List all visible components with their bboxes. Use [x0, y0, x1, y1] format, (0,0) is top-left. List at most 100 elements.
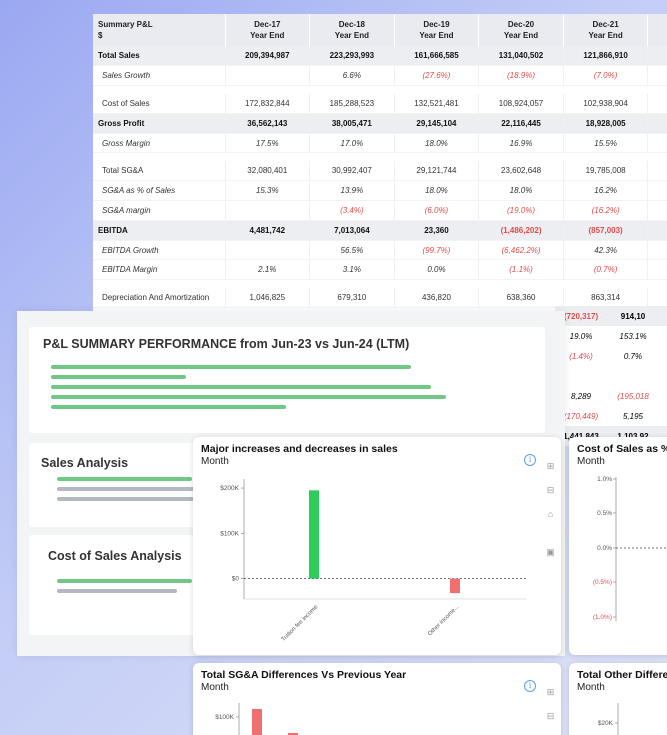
- chart-subtitle: Month: [577, 682, 605, 693]
- table-cell: (195,018: [617, 391, 649, 401]
- table-cell: 22,116,445: [478, 113, 564, 134]
- sga-differences-chart-card: Total SG&A Differences Vs Previous Year …: [193, 663, 561, 735]
- info-icon[interactable]: i: [524, 680, 536, 692]
- table-row: Depreciation And Amortization 1,046,825 67…: [93, 287, 667, 309]
- home-reset-icon[interactable]: ⌂: [547, 509, 554, 519]
- table-cell: (27.6%): [394, 65, 480, 87]
- table-cell: 16.3%: [647, 180, 667, 202]
- table-cell: 3.1%: [309, 259, 395, 281]
- table-cell: 927,065: [647, 287, 667, 309]
- chart-title: Cost of Sales as %: [577, 443, 667, 455]
- table-cell: 138,102,5: [647, 46, 667, 67]
- table-cell: 161,666,585: [394, 46, 480, 67]
- sales-change-chart-card: Major increases and decreases in sales M…: [193, 437, 561, 655]
- table-cell: 16.2%: [563, 180, 649, 202]
- table-cell: 5,195: [622, 411, 644, 421]
- row-label: EBITDA: [93, 220, 226, 241]
- table-cell: [225, 240, 311, 261]
- camera-icon[interactable]: ▣: [546, 547, 555, 557]
- table-cell: 113,767,5: [647, 93, 667, 114]
- table-row: Total Sales 209,394,987 223,293,993 161,666…: [93, 46, 667, 67]
- row-label: Total Sales: [93, 46, 226, 67]
- bar[interactable]: [450, 578, 460, 594]
- pl-summary-sheet: Summary P&L $ Dec-17 Year End Dec-18 Year E…: [93, 14, 667, 434]
- zoom-in-icon[interactable]: ⊞: [546, 687, 555, 697]
- table-cell: 18.0%: [394, 133, 480, 154]
- table-cell: (18.9%): [478, 65, 564, 87]
- row-label: Cost of Sales: [93, 93, 226, 114]
- table-cell: 18,928,005: [563, 113, 649, 134]
- table-cell: 0.7%: [623, 351, 643, 361]
- cos-blurred-text: [57, 579, 197, 599]
- bar[interactable]: [309, 490, 319, 579]
- table-cell: (99.7%): [394, 240, 480, 261]
- table-cell: 679,310: [309, 287, 395, 309]
- table-cell: (16.2%): [563, 200, 649, 221]
- table-cell: 1.3%: [647, 259, 667, 281]
- sales-chart-plot: $200K $100K $0 Tuition fee income Other inco…: [220, 479, 527, 643]
- table-cell: 108,924,057: [478, 93, 564, 114]
- column-header: Dec-20 Year End: [478, 14, 564, 46]
- y-tick-label: $0: [232, 576, 240, 583]
- table-cell: 223,293,993: [309, 46, 395, 67]
- pl-summary-table: Summary P&L $ Dec-17 Year End Dec-18 Year E…: [93, 14, 667, 309]
- table-row: [93, 153, 667, 161]
- table-cell: 56.5%: [309, 240, 395, 261]
- overflow-row: (720,317) 914,10: [555, 306, 667, 326]
- table-cell: 15.3%: [225, 180, 311, 202]
- table-cell: 172,832,844: [225, 93, 311, 114]
- table-cell: (3.4%): [309, 200, 395, 221]
- table-cell: 29,145,104: [394, 113, 480, 134]
- chart-title: Total SG&A Differences Vs Previous Year: [201, 669, 407, 681]
- summary-blurred-text: [51, 365, 451, 415]
- table-cell: (19.0%): [478, 200, 564, 221]
- table-cell: 914,10: [620, 311, 646, 321]
- column-header: Dec-18 Year End: [309, 14, 395, 46]
- cost-of-sales-analysis-title: Cost of Sales Analysis: [48, 549, 182, 563]
- zoom-in-icon[interactable]: ⊞: [546, 461, 555, 471]
- y-tick-label: 1.0%: [597, 476, 612, 483]
- row-label: SG&A as % of Sales: [93, 180, 226, 202]
- other-chart-plot: $20K: [598, 703, 619, 735]
- table-cell: (1.1%): [478, 259, 564, 281]
- chart-subtitle: Month: [577, 456, 605, 467]
- table-cell: 29,121,744: [394, 160, 480, 182]
- table-row: EBITDA Growth 56.5% (99.7%) (6,462.2%) 42.3%…: [93, 240, 667, 261]
- table-cell: (1,486,202): [478, 220, 564, 241]
- table-cell: 131,040,502: [478, 46, 564, 67]
- table-cell: 209,394,987: [225, 46, 311, 67]
- table-cell: [225, 200, 311, 221]
- table-cell: 638,360: [478, 287, 564, 309]
- table-header-label: Summary P&L $: [93, 14, 226, 46]
- y-tick-label: $20K: [598, 720, 614, 727]
- table-cell: 102,938,904: [563, 93, 649, 114]
- table-cell: 23,602,648: [478, 160, 564, 182]
- row-label: EBITDA Growth: [93, 240, 226, 261]
- table-cell: 8,289: [570, 391, 592, 401]
- sga-chart-plot: $100K: [215, 703, 298, 735]
- table-cell: 15.5%: [563, 133, 649, 154]
- table-overflow-values: (720,317) 914,10 19.0% 153.1% (1.4%) 0.7% 8,28…: [555, 306, 667, 446]
- table-row: EBITDA 4,481,742 7,013,064 23,360 (1,486,202…: [93, 220, 667, 241]
- row-label: EBITDA Margin: [93, 259, 226, 281]
- zoom-out-icon[interactable]: ⊟: [546, 711, 555, 721]
- zoom-out-icon[interactable]: ⊟: [546, 485, 555, 495]
- table-cell: 153.1%: [619, 331, 647, 341]
- info-icon[interactable]: i: [524, 454, 536, 466]
- column-header: Dec-21 Year End: [563, 14, 649, 46]
- table-cell: 17.6%: [647, 133, 667, 154]
- bar: [252, 709, 262, 735]
- table-cell: 436,820: [394, 287, 480, 309]
- chart-title: Major increases and decreases in sales: [201, 443, 398, 455]
- table-cell: 185,288,523: [309, 93, 395, 114]
- row-label: Sales Growth: [93, 65, 226, 87]
- table-cell: 18.0%: [478, 180, 564, 202]
- summary-title: P&L SUMMARY PERFORMANCE from Jun-23 vs J…: [43, 337, 410, 351]
- table-cell: 863,314: [563, 287, 649, 309]
- table-cell: (7.0%): [563, 65, 649, 87]
- x-tick-label: Tuition fee income: [281, 604, 320, 643]
- table-cell: 32,080,401: [225, 160, 311, 182]
- table-row: Gross Margin17.5%17.0%18.0%16.9%15.5%17.…: [93, 133, 667, 154]
- table-cell: 7,013,064: [309, 220, 395, 241]
- table-cell: 1,441,843: [563, 431, 599, 441]
